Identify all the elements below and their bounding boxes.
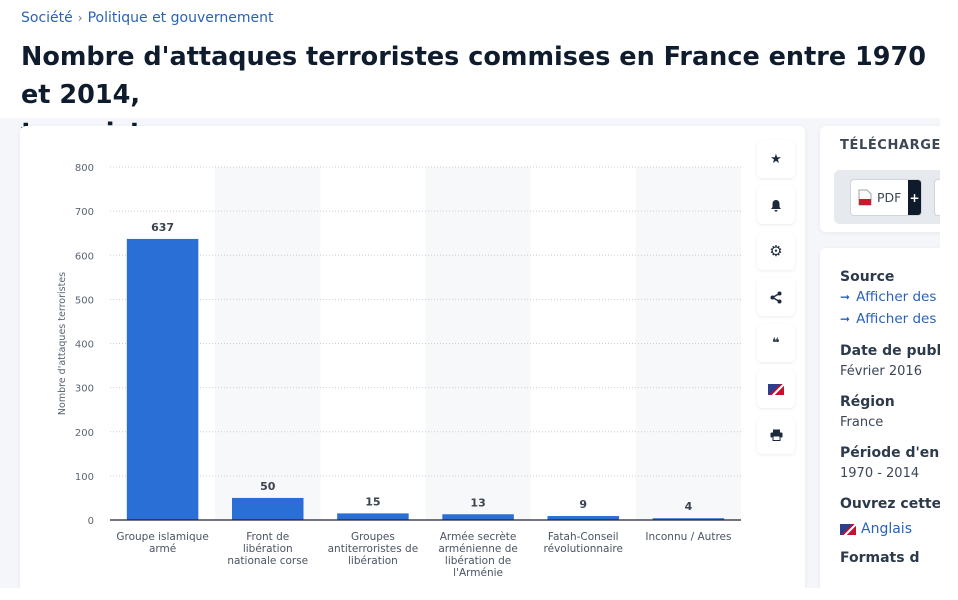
bar	[547, 516, 620, 520]
y-tick-label: 800	[75, 163, 94, 174]
breadcrumb: Société › Politique et gouvernement	[21, 10, 273, 26]
column-band	[425, 167, 531, 520]
settings-button[interactable]: ⚙	[757, 232, 795, 270]
gear-icon: ⚙	[769, 242, 783, 260]
data-label: 9	[579, 498, 587, 511]
arrow-right-icon: ➞	[840, 312, 851, 326]
page-title: Nombre d'attaques terroristes commises e…	[21, 38, 958, 152]
data-label: 4	[685, 500, 693, 513]
bar-chart: 0 100 200 300 400 500 600 700 800 Nombre d'attaqu…	[57, 163, 741, 579]
period-value: 1970 - 2014	[840, 466, 920, 481]
source-link-1-text: Afficher des in	[856, 289, 953, 305]
pdf-label: PDF	[877, 190, 902, 205]
language-link-english[interactable]: Anglais	[840, 521, 958, 537]
info-card: Source ➞ Afficher des in ➞ Afficher des in…	[820, 248, 958, 600]
source-label: Source	[840, 269, 895, 285]
bar	[126, 238, 199, 520]
y-axis-label: Nombre d'attaques terroristes	[57, 272, 68, 415]
page-title-line-1: Nombre d'attaques terroristes commises e…	[21, 42, 926, 110]
y-tick-label: 300	[75, 384, 94, 395]
pdf-file-icon	[858, 189, 872, 206]
torn-edge-right	[940, 0, 958, 600]
period-label: Période d'enq	[840, 445, 950, 461]
source-link-2[interactable]: ➞ Afficher des in	[840, 308, 958, 330]
x-tick-label: antiterroristes de	[328, 543, 419, 555]
language-link-text: Anglais	[861, 521, 912, 537]
data-label: 50	[260, 480, 276, 493]
formats-label: Formats d	[840, 550, 920, 566]
bell-icon	[771, 199, 781, 211]
x-tick-label: arménienne de	[438, 543, 518, 555]
y-tick-label: 200	[75, 428, 94, 439]
x-tick-label: Armée secrète	[440, 531, 517, 543]
x-tick-label: libération	[348, 555, 398, 567]
y-tick-label: 700	[75, 207, 94, 218]
y-tick-label: 600	[75, 251, 94, 262]
print-button[interactable]	[757, 416, 795, 454]
breadcrumb-separator: ›	[77, 11, 83, 25]
pdf-download-button[interactable]: PDF +	[850, 179, 922, 216]
breadcrumb-link-societe[interactable]: Société	[21, 10, 73, 26]
x-tick-label: nationale corse	[227, 555, 308, 567]
x-tick-label: libération	[243, 543, 293, 555]
x-tick-label: Fatah-Conseil	[548, 531, 619, 543]
x-tick-label: armé	[149, 543, 176, 555]
printer-icon	[770, 429, 782, 441]
notification-button[interactable]	[757, 186, 795, 224]
region-value: France	[840, 415, 884, 430]
quote-icon: ❝	[772, 335, 780, 351]
y-tick-label: 500	[75, 295, 94, 306]
download-card: TÉLÉCHARGEM PDF +	[820, 126, 958, 232]
data-label: 637	[151, 221, 174, 234]
arrow-right-icon: ➞	[840, 290, 851, 304]
bar	[231, 497, 304, 520]
data-label: 15	[365, 495, 380, 508]
y-tick-label: 100	[75, 472, 94, 483]
date-value: Février 2016	[840, 364, 922, 379]
x-tick-label: Front de	[246, 531, 289, 543]
region-label: Région	[840, 394, 895, 410]
flag-icon	[768, 383, 784, 395]
pdf-plus-icon: +	[908, 180, 921, 215]
breadcrumb-link-politique[interactable]: Politique et gouvernement	[87, 10, 274, 26]
bar	[337, 513, 409, 520]
share-icon	[770, 291, 782, 303]
x-tick-label: révolutionnaire	[544, 543, 623, 555]
download-title: TÉLÉCHARGEM	[840, 138, 955, 153]
x-tick-label: Inconnu / Autres	[645, 531, 731, 543]
x-tick-label: Groupes	[351, 531, 395, 543]
language-button[interactable]	[757, 370, 795, 408]
bar	[442, 514, 514, 520]
source-link-2-text: Afficher des in	[856, 311, 953, 327]
bar	[652, 518, 725, 520]
star-icon: ★	[770, 151, 782, 167]
cite-button[interactable]: ❝	[757, 324, 795, 362]
source-link-1[interactable]: ➞ Afficher des in	[840, 286, 958, 308]
favorite-button[interactable]: ★	[757, 140, 795, 178]
share-button[interactable]	[757, 278, 795, 316]
data-label: 13	[470, 496, 485, 509]
x-tick-label: libération de	[445, 555, 511, 567]
y-tick-label: 0	[88, 516, 94, 527]
torn-edge-bottom	[0, 588, 958, 600]
x-tick-label: l'Arménie	[453, 567, 503, 579]
x-tick-label: Groupe islamique	[116, 531, 208, 543]
open-in-label: Ouvrez cette	[840, 496, 942, 512]
y-tick-label: 400	[75, 340, 94, 351]
date-label: Date de public	[840, 343, 955, 359]
chart-toolbar: ★ ⚙ ❝	[757, 140, 795, 462]
chart-card: 0 100 200 300 400 500 600 700 800 Nombre d'attaqu…	[20, 126, 805, 600]
flag-icon	[840, 523, 856, 535]
